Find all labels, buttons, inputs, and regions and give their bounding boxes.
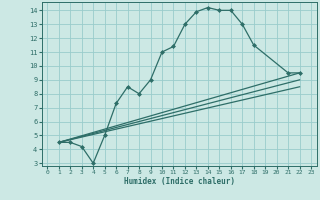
X-axis label: Humidex (Indice chaleur): Humidex (Indice chaleur) xyxy=(124,177,235,186)
